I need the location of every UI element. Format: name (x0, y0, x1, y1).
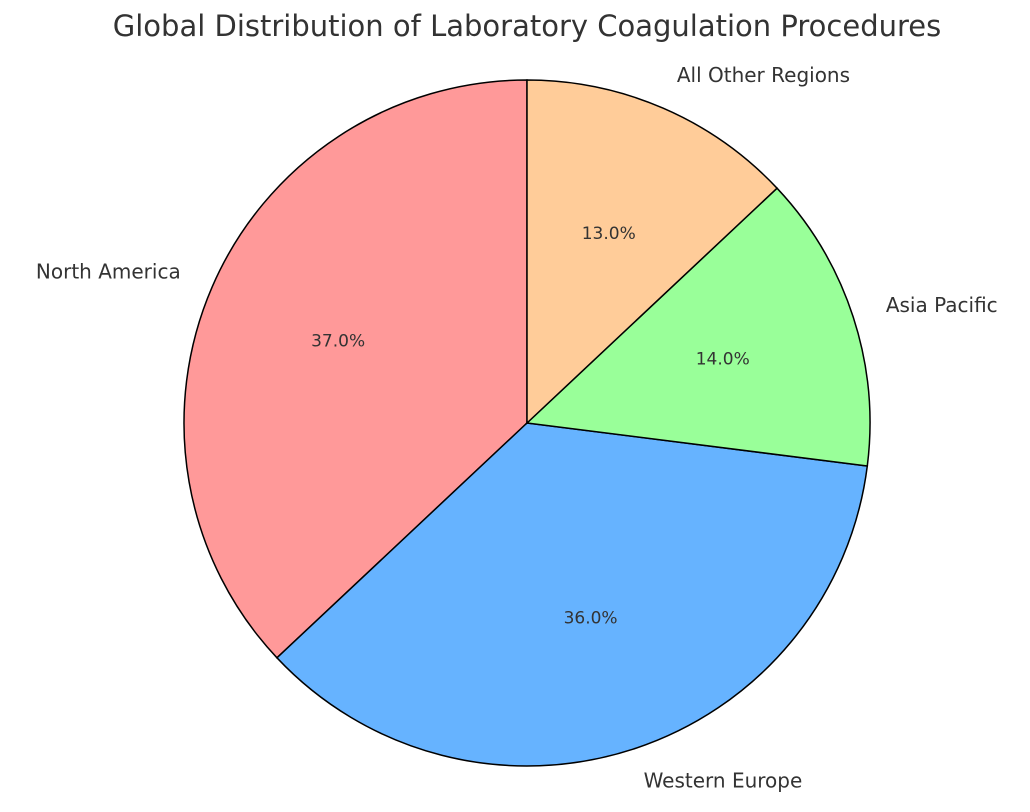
slice-label: All Other Regions (677, 63, 850, 87)
pie-slice (183, 79, 528, 659)
value-label: 13.0% (582, 224, 636, 244)
slice-label: North America (36, 260, 181, 284)
value-label: 36.0% (564, 609, 618, 629)
pie-slice (526, 79, 779, 425)
slice-label: Western Europe (644, 768, 803, 792)
pie-slice (275, 422, 869, 767)
chart-title: Global Distribution of Laboratory Coagul… (113, 9, 941, 43)
pie-slice (525, 187, 871, 467)
value-label: 14.0% (696, 349, 750, 369)
value-label: 37.0% (311, 331, 365, 351)
slice-label: Asia Pacific (886, 293, 998, 317)
